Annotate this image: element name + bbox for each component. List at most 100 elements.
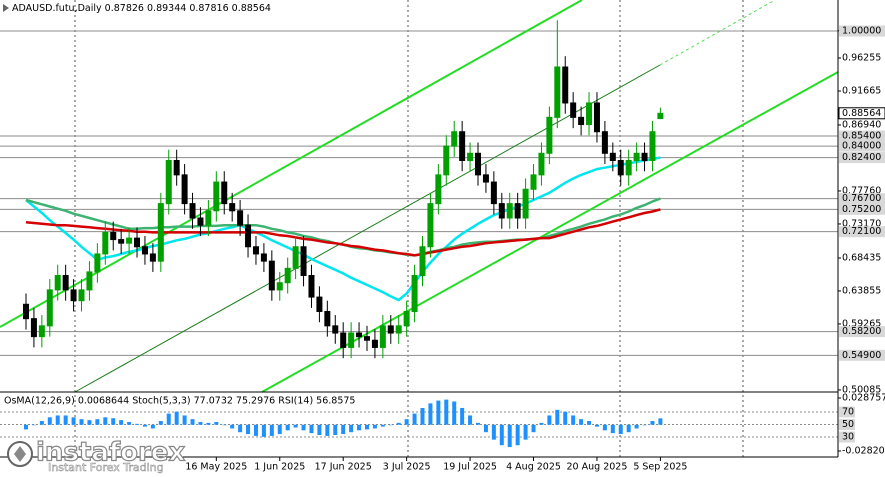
candle-body xyxy=(482,174,489,183)
moving-average xyxy=(25,156,661,302)
osma-bar xyxy=(499,424,504,446)
candle-body xyxy=(403,310,410,327)
level-label: 0.58200 xyxy=(842,326,881,337)
current-price-box xyxy=(838,107,885,120)
osma-bar xyxy=(24,424,28,430)
osma-bar xyxy=(547,415,552,425)
candle-body xyxy=(237,210,244,226)
candle-body xyxy=(118,239,125,244)
osma-bar xyxy=(39,421,44,425)
y-tick-label: 0.91665 xyxy=(842,85,881,96)
osma-bar xyxy=(142,424,147,427)
osma-bar xyxy=(452,401,457,425)
y2-tick-label: 70 xyxy=(842,407,854,418)
candle-body xyxy=(54,275,61,291)
candle-body xyxy=(601,131,608,154)
x-tick-label: 16 May 2025 xyxy=(185,462,247,473)
osma-bar xyxy=(309,424,314,434)
osma-bar xyxy=(404,419,409,425)
candle-body xyxy=(324,310,331,327)
osma-bar xyxy=(325,424,330,436)
level-label-box xyxy=(839,203,885,215)
candle-body xyxy=(332,325,339,334)
osma-bar xyxy=(372,424,377,429)
logo-mark xyxy=(14,446,26,462)
candle-body xyxy=(276,282,283,291)
osma-bar xyxy=(230,424,235,429)
osma-bar xyxy=(55,415,60,425)
osma-bar xyxy=(436,400,441,425)
level-label: 0.85400 xyxy=(842,131,881,142)
candle-body xyxy=(86,271,93,291)
candle-body xyxy=(371,339,378,348)
level-label-box xyxy=(839,406,855,418)
osma-bar xyxy=(364,424,369,430)
candle-body xyxy=(149,253,156,262)
candle-body xyxy=(514,203,521,219)
osma-bar xyxy=(396,422,401,425)
y2-tick-label: 30 xyxy=(842,432,854,443)
osma-bar xyxy=(539,422,544,425)
osma-bar xyxy=(602,424,607,431)
osma-bar xyxy=(158,421,163,425)
osma-bar xyxy=(206,422,211,425)
candle-body xyxy=(649,131,656,161)
candle-body xyxy=(316,296,323,312)
candle-body xyxy=(134,237,141,248)
osma-bar xyxy=(317,424,322,435)
y-tick-label: 0.96255 xyxy=(842,52,881,63)
osma-bar xyxy=(380,424,385,427)
watermark: instaforex Instant Forex Trading xyxy=(7,437,186,474)
candle-body xyxy=(562,66,569,104)
osma-bar xyxy=(182,415,187,425)
candle-body xyxy=(363,336,370,341)
osma-bar xyxy=(71,417,76,425)
osma-bar xyxy=(246,424,251,435)
osma-bar xyxy=(523,424,528,440)
y-tick-label: 0.73170 xyxy=(842,218,881,229)
candle-body xyxy=(126,237,133,244)
candle-body xyxy=(260,253,267,262)
osma-bar xyxy=(571,415,576,425)
osma-bar xyxy=(357,424,362,431)
candle-body xyxy=(284,267,291,284)
level-label: 0.72100 xyxy=(842,226,881,237)
osma-bar xyxy=(650,421,655,425)
candle-body xyxy=(141,246,148,255)
candle-body xyxy=(617,159,624,176)
osma-bar xyxy=(618,424,623,435)
osma-bar xyxy=(515,424,520,446)
chart-title: ADAUSD.futu,Daily 0.87826 0.89344 0.8781… xyxy=(12,3,271,14)
candle-body xyxy=(157,203,164,262)
osma-bar xyxy=(579,419,584,425)
osma-bar xyxy=(119,420,124,425)
level-label: 0.76700 xyxy=(842,193,881,204)
level-label: 0.84000 xyxy=(842,141,881,152)
x-tick-label: 1 Jun 2025 xyxy=(254,462,305,473)
candle-body xyxy=(356,332,363,338)
candle-body xyxy=(348,332,355,348)
candle-body xyxy=(173,159,180,176)
candle-body xyxy=(229,203,236,212)
osma-bar xyxy=(483,424,488,433)
x-tick-label: 3 Jul 2025 xyxy=(383,462,431,473)
osma-bar xyxy=(293,424,298,428)
candle-body xyxy=(459,131,466,161)
osma-bar xyxy=(491,424,496,440)
candle-body xyxy=(475,152,482,176)
candle-body xyxy=(46,289,53,327)
osma-bar xyxy=(460,408,465,425)
osma-bar xyxy=(47,417,52,425)
y-tick-label: 0.77760 xyxy=(842,185,881,196)
y-tick-label: 0.68435 xyxy=(842,253,881,264)
osma-bar xyxy=(610,424,615,434)
osma-bar xyxy=(531,424,536,433)
candle-body xyxy=(181,174,188,205)
channel-middle-projection xyxy=(659,0,776,66)
candle-body xyxy=(395,325,402,334)
level-label-box xyxy=(839,419,855,430)
candle-body xyxy=(70,289,77,302)
candle-body xyxy=(641,152,648,161)
candle-body xyxy=(221,181,228,205)
osma-bar xyxy=(31,424,36,426)
